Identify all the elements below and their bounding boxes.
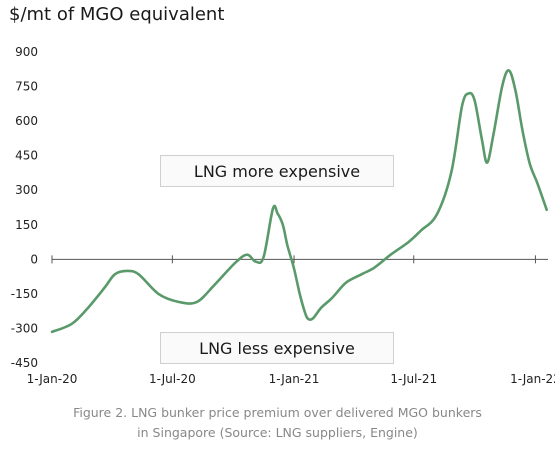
y-tick-label: 750 (15, 80, 38, 94)
x-tick-label: 1-Jan-20 (27, 372, 78, 386)
y-tick-label: 450 (15, 149, 38, 163)
annotation-lng-less-expensive: LNG less expensive (160, 332, 394, 364)
annotation-lng-more-expensive: LNG more expensive (160, 155, 394, 187)
series-line (50, 69, 548, 334)
caption-line-1: Figure 2. LNG bunker price premium over … (73, 405, 482, 420)
y-tick-label: 900 (15, 45, 38, 59)
y-tick-label: 300 (15, 183, 38, 197)
caption-line-2: in Singapore (Source: LNG suppliers, Eng… (137, 425, 418, 440)
x-tick-label: 1-Jan-22 (510, 372, 555, 386)
y-tick-label: 150 (15, 218, 38, 232)
x-tick-label: 1-Jul-20 (149, 372, 196, 386)
series-layer (50, 69, 548, 334)
y-axis-ticks: 900 750 600 450 300 150 0 -150 -300 -450 (11, 45, 38, 370)
y-tick-label: 0 (30, 252, 38, 266)
y-tick-label: -450 (11, 356, 38, 370)
x-axis: 1-Jan-20 1-Jul-20 1-Jan-21 1-Jul-21 1-Jan-22 (27, 255, 555, 386)
x-tick-label: 1-Jul-21 (390, 372, 437, 386)
line-chart: 900 750 600 450 300 150 0 -150 -300 -450 1-Jan-20… (11, 45, 555, 386)
y-tick-label: -300 (11, 321, 38, 335)
y-tick-label: 600 (15, 114, 38, 128)
x-tick-label: 1-Jan-21 (269, 372, 320, 386)
chart-title: $/mt of MGO equivalent (9, 4, 225, 25)
y-tick-label: -150 (11, 287, 38, 301)
figure-caption: Figure 2. LNG bunker price premium over … (0, 403, 555, 443)
